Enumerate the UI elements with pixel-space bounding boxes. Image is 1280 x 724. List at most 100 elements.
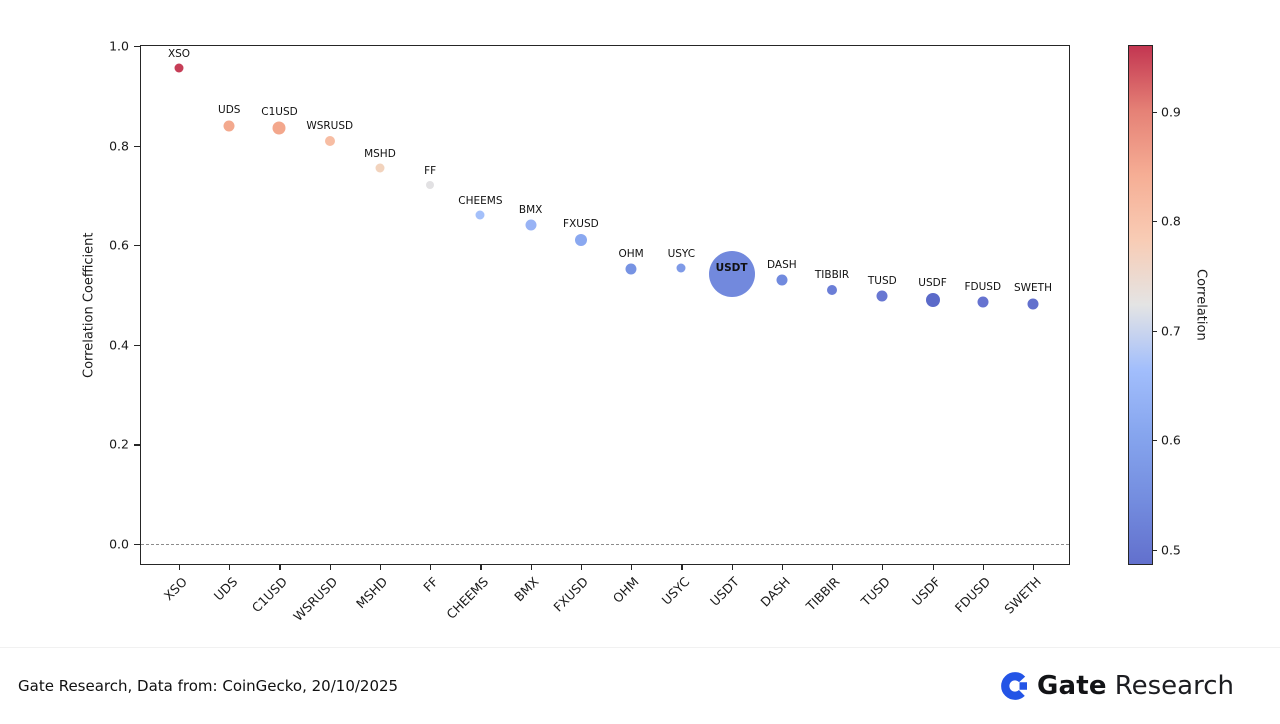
x-tick-label-text: TIBBIR: [803, 574, 843, 614]
point-label-fxusd: FXUSD: [563, 218, 599, 231]
x-tick-mark: [781, 564, 783, 570]
point-label-tusd: TUSD: [867, 274, 897, 287]
data-point-usdf: [925, 293, 940, 308]
brand-logo: Gate Research: [1000, 671, 1234, 701]
y-tick-mark: [134, 245, 141, 247]
point-label-usyc: USYC: [667, 247, 696, 260]
data-point-xso: [174, 63, 184, 73]
point-label-xso: XSO: [167, 47, 191, 60]
data-point-wsrusd: [324, 135, 335, 146]
x-tick-mark: [279, 564, 281, 570]
y-axis-title: Correlation Coefficient: [81, 232, 97, 378]
x-tick-label-text: CHEEMS: [443, 574, 492, 622]
data-point-usyc: [676, 263, 686, 273]
colorbar-tick-label: 0.5: [1161, 542, 1181, 558]
point-label-mshd: MSHD: [364, 147, 396, 160]
point-label-c1usd: C1USD: [261, 105, 298, 118]
point-label-usdf: USDF: [918, 277, 947, 290]
footer: Gate Research, Data from: CoinGecko, 20/…: [0, 647, 1280, 724]
gate-logo-icon: [1001, 672, 1029, 700]
y-tick-mark: [134, 145, 141, 147]
colorbar-tick-mark: [1152, 440, 1157, 442]
point-label-sweth: SWETH: [1014, 282, 1052, 294]
x-tick-mark: [631, 564, 633, 570]
point-label-ohm: OHM: [618, 247, 644, 260]
y-tick-mark: [134, 444, 141, 446]
x-tick-label-text: XSO: [160, 574, 190, 604]
x-tick-mark: [530, 564, 532, 570]
x-tick-mark: [329, 564, 331, 570]
data-point-tusd: [876, 290, 888, 302]
x-tick-label-text: C1USD: [248, 574, 291, 616]
x-tick-label-text: FDUSD: [951, 574, 994, 616]
x-tick-label-text: USDF: [908, 574, 944, 609]
colorbar-tick-label: 0.7: [1161, 323, 1181, 339]
x-tick-label-text: USDT: [707, 574, 743, 609]
point-label-usdt: USDT: [715, 262, 748, 275]
y-tick-label: 0.4: [109, 337, 129, 353]
data-point-mshd: [375, 163, 385, 173]
point-label-tibbir: TIBBIR: [814, 269, 850, 282]
y-tick-label: 0.8: [109, 138, 129, 154]
colorbar-tick-label: 0.6: [1161, 432, 1181, 448]
data-point-usdt: [708, 251, 755, 298]
x-tick-mark: [932, 564, 934, 570]
plot-area: 0.0 0.2 0.4 0.6 0.8 1.0 XSO UDS C1USD WSRUSD MSHD F…: [109, 39, 1070, 624]
source-note: Gate Research, Data from: CoinGecko, 20/…: [18, 677, 399, 695]
x-tick-mark: [982, 564, 984, 570]
x-tick-label-text: TUSD: [857, 574, 893, 609]
x-tick-label-text: MSHD: [353, 574, 391, 612]
data-point-ohm: [625, 263, 637, 275]
y-tick-label: 0.6: [109, 237, 129, 253]
colorbar-tick-mark: [1152, 221, 1157, 223]
x-tick-mark: [229, 564, 231, 570]
brand-name-gate: Gate: [1036, 671, 1107, 701]
x-tick-mark: [179, 564, 181, 570]
x-tick-label-text: DASH: [756, 574, 793, 610]
point-label-wsrusd: WSRUSD: [306, 119, 354, 132]
y-tick-label: 0.2: [109, 436, 129, 452]
data-point-dash: [776, 274, 788, 286]
x-tick-label-text: FF: [419, 574, 441, 595]
data-point-tibbir: [827, 285, 838, 296]
x-tick-label-text: SWETH: [1001, 574, 1044, 617]
x-tick-label-text: BMX: [510, 574, 542, 605]
x-tick-mark: [379, 564, 382, 570]
x-tick-label-text: UDS: [210, 574, 240, 604]
point-label-fdusd: FDUSD: [964, 280, 1002, 293]
colorbar-tick-mark: [1152, 549, 1157, 551]
x-tick-label-text: USYC: [658, 574, 692, 608]
data-point-uds: [223, 120, 235, 132]
colorbar: 0.9 0.8 0.7 0.6 0.5: [1128, 45, 1181, 565]
x-tick-mark: [1033, 564, 1035, 570]
x-tick-label-text: OHM: [609, 574, 642, 606]
y-tick-mark: [134, 46, 141, 48]
point-label-cheems: CHEEMS: [458, 194, 503, 207]
point-label-uds: UDS: [218, 104, 241, 117]
data-point-sweth: [1027, 298, 1039, 309]
colorbar-tick-label: 0.8: [1161, 213, 1181, 229]
data-point-fdusd: [977, 296, 989, 308]
x-tick-mark: [580, 564, 583, 570]
x-tick-mark: [731, 564, 733, 570]
y-tick-label: 1.0: [109, 38, 129, 54]
zero-reference-line: [141, 544, 1069, 546]
x-tick-mark: [681, 564, 683, 570]
x-tick-label-text: FXUSD: [550, 574, 592, 615]
x-tick-mark: [430, 564, 432, 570]
data-point-c1usd: [272, 121, 286, 135]
y-tick-mark: [134, 344, 141, 347]
brand-name-research: Research: [1114, 671, 1234, 701]
data-point-bmx: [525, 219, 537, 231]
x-tick-mark: [480, 564, 482, 570]
colorbar-title: Correlation: [1193, 269, 1209, 341]
colorbar-tick-label: 0.9: [1161, 104, 1181, 120]
colorbar-tick-mark: [1152, 111, 1157, 113]
y-tick-mark: [134, 544, 141, 546]
colorbar-tick-mark: [1152, 330, 1157, 332]
point-label-bmx: BMX: [518, 203, 543, 216]
x-tick-label-text: WSRUSD: [290, 574, 341, 624]
x-tick-mark: [832, 564, 834, 570]
y-tick-label: 0.0: [109, 536, 129, 552]
